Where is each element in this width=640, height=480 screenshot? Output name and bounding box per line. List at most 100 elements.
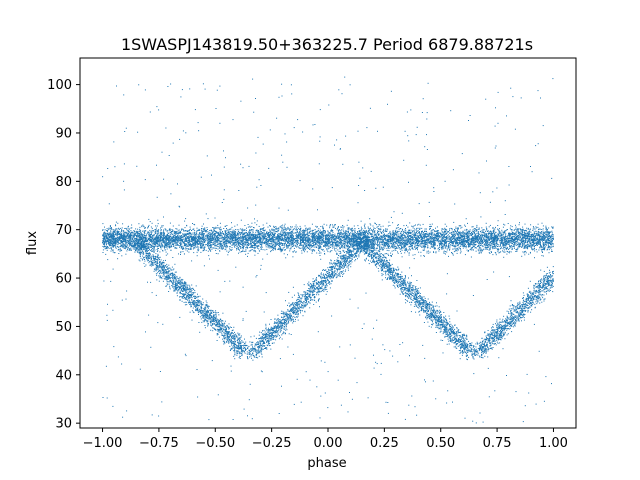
- data-point: [386, 249, 388, 251]
- data-point: [115, 246, 117, 248]
- data-point: [168, 245, 170, 247]
- data-point: [293, 244, 295, 246]
- data-point: [393, 250, 395, 252]
- data-point: [321, 234, 323, 236]
- data-point: [126, 232, 128, 234]
- data-point: [478, 243, 480, 245]
- data-point: [235, 237, 237, 239]
- data-point: [412, 236, 414, 238]
- data-point: [482, 229, 484, 231]
- data-point: [190, 232, 192, 234]
- data-point: [340, 237, 342, 239]
- data-point: [186, 243, 188, 245]
- data-point: [400, 250, 401, 252]
- data-point: [313, 240, 315, 242]
- data-point: [424, 246, 426, 248]
- data-point: [465, 230, 467, 232]
- data-point: [151, 231, 153, 233]
- data-point: [231, 240, 233, 242]
- data-point: [214, 230, 216, 232]
- data-point: [177, 240, 179, 242]
- data-point: [511, 246, 513, 248]
- data-point: [201, 234, 203, 236]
- data-point: [330, 247, 332, 248]
- data-point: [397, 240, 399, 242]
- data-point: [141, 226, 143, 228]
- data-point: [481, 250, 483, 252]
- data-point: [545, 241, 546, 243]
- data-point: [474, 232, 475, 234]
- data-point: [405, 232, 407, 234]
- data-point: [443, 237, 445, 239]
- data-point: [167, 230, 169, 232]
- data-point: [323, 245, 325, 247]
- data-point: [318, 244, 320, 246]
- data-point: [297, 237, 299, 239]
- data-point: [443, 234, 445, 236]
- data-point: [241, 228, 243, 230]
- data-point: [309, 244, 311, 246]
- data-point: [377, 230, 379, 232]
- data-point: [180, 252, 182, 254]
- data-point: [260, 237, 262, 239]
- data-point: [469, 240, 471, 242]
- data-point: [315, 240, 317, 242]
- data-point: [424, 245, 426, 247]
- data-point: [333, 244, 335, 246]
- data-point: [301, 244, 303, 246]
- data-point: [379, 228, 381, 230]
- data-point: [163, 238, 165, 240]
- data-point: [535, 239, 537, 241]
- data-point: [518, 234, 520, 236]
- data-point: [135, 248, 137, 250]
- data-point: [258, 245, 260, 247]
- data-point: [222, 246, 224, 248]
- data-point: [450, 227, 452, 229]
- data-point: [125, 231, 127, 233]
- data-point: [529, 239, 531, 241]
- data-point: [517, 230, 519, 231]
- data-point: [149, 246, 151, 248]
- data-point: [453, 240, 455, 242]
- data-point: [405, 235, 407, 237]
- data-point: [384, 239, 386, 241]
- data-point: [551, 230, 553, 232]
- data-point: [419, 233, 421, 235]
- data-point: [174, 247, 176, 249]
- data-point: [492, 248, 494, 250]
- data-point: [187, 230, 189, 232]
- data-point: [490, 251, 492, 252]
- data-point: [283, 235, 285, 237]
- data-point: [151, 232, 153, 234]
- data-point: [433, 252, 435, 253]
- data-point: [288, 240, 290, 242]
- data-point: [380, 246, 382, 248]
- data-point: [401, 248, 403, 249]
- data-point: [424, 241, 426, 243]
- data-point: [326, 243, 328, 245]
- data-point: [492, 236, 494, 238]
- data-point: [448, 243, 450, 245]
- data-point: [514, 239, 516, 241]
- data-point: [182, 233, 183, 235]
- data-point: [327, 247, 329, 249]
- data-point: [282, 247, 284, 249]
- data-point: [419, 237, 420, 239]
- data-point: [319, 255, 321, 256]
- data-point: [197, 238, 199, 240]
- data-point: [262, 242, 264, 244]
- data-point: [348, 230, 349, 232]
- data-point: [207, 231, 209, 233]
- data-point: [294, 226, 296, 228]
- data-point: [451, 234, 453, 236]
- data-point: [186, 236, 188, 238]
- data-point: [182, 239, 184, 241]
- data-point: [545, 225, 547, 227]
- data-point: [536, 251, 538, 253]
- data-point: [126, 242, 128, 244]
- data-point: [525, 246, 527, 248]
- data-point: [143, 239, 145, 241]
- data-point: [370, 233, 372, 235]
- data-point: [401, 256, 403, 258]
- data-point: [504, 236, 506, 238]
